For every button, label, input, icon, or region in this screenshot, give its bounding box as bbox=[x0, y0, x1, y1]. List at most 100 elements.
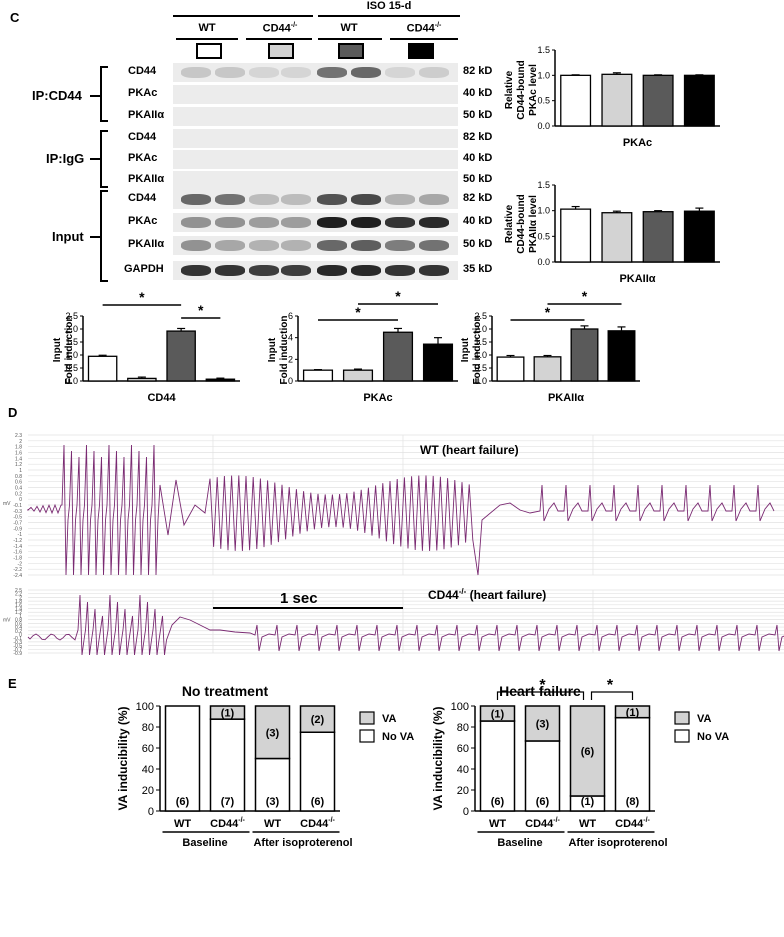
blot-strip bbox=[173, 213, 458, 232]
blot-band bbox=[351, 265, 381, 276]
y-tick-label-t1: 1 bbox=[19, 468, 22, 474]
blot-kd-5: 40 kD bbox=[463, 152, 493, 164]
chart-title-0: No treatment bbox=[182, 683, 269, 699]
lane-line-3 bbox=[318, 38, 382, 40]
y-tick-label-4: 1.0 bbox=[474, 350, 487, 360]
y-tick-label-1: 1.5 bbox=[537, 180, 550, 190]
blot-band bbox=[419, 67, 449, 78]
y-tick-label-t2: 0.6 bbox=[15, 621, 22, 627]
blot-band bbox=[215, 67, 245, 78]
y-tick-label-2: 0.5 bbox=[65, 363, 78, 373]
header-wt-1: WT bbox=[198, 22, 216, 34]
group-label-after-0: After isoproterenol bbox=[253, 837, 352, 849]
blot-band bbox=[249, 194, 279, 205]
blot-kd-9: 50 kD bbox=[463, 238, 493, 250]
y-tick-label-t1: -1.2 bbox=[13, 538, 22, 544]
blot-band bbox=[351, 240, 381, 251]
blot-band bbox=[385, 67, 415, 78]
legend-label-va-0: VA bbox=[382, 713, 397, 725]
bar-1-1 bbox=[601, 212, 633, 263]
count-va-1-3: (1) bbox=[626, 707, 640, 719]
y-tick-label-1: 1.0 bbox=[537, 206, 550, 216]
x-label-0: PKAc bbox=[623, 137, 652, 149]
sig-star-4-1: * bbox=[582, 288, 588, 304]
bar-4-1 bbox=[533, 356, 562, 382]
y-tick-label-t2: -0.9 bbox=[13, 651, 22, 655]
y-tick-label-0: 1.0 bbox=[537, 70, 550, 80]
trace1-label: WT (heart failure) bbox=[420, 443, 519, 457]
bar-1-3 bbox=[683, 210, 715, 263]
swatch-cd44-iso bbox=[408, 43, 434, 59]
blot-kd-1: 82 kD bbox=[463, 65, 493, 77]
count-nova-0-1: (7) bbox=[221, 796, 235, 808]
blot-band bbox=[385, 194, 415, 205]
ko-sup: -/- bbox=[238, 817, 245, 824]
y-tick-label-t1: 0 bbox=[19, 497, 22, 503]
ylabel-b-0: CD44-bound bbox=[516, 60, 527, 119]
x-label-1: PKAIIα bbox=[619, 273, 655, 285]
y-tick-label-t1: -0.9 bbox=[13, 526, 22, 532]
bar-1-0 bbox=[560, 208, 592, 263]
section-input: Input bbox=[52, 229, 84, 244]
blot-band bbox=[317, 67, 347, 78]
bracket-tick bbox=[90, 158, 102, 160]
bar-novA-0-3 bbox=[299, 731, 336, 812]
y-tick-label-4: 2.5 bbox=[474, 311, 487, 321]
count-nova-0-2: (3) bbox=[266, 796, 280, 808]
x-label-e-0-2: WT bbox=[264, 818, 281, 830]
y-tick-label-t1: -0.5 bbox=[13, 515, 22, 521]
blot-label-7: CD44 bbox=[128, 192, 157, 204]
header-cd44-2: CD44-/- bbox=[406, 22, 442, 35]
blot-label-3: PKAIIα bbox=[128, 109, 165, 121]
blot-kd-8: 40 kD bbox=[463, 215, 493, 227]
blot-band bbox=[281, 67, 311, 78]
blot-band bbox=[419, 217, 449, 228]
header-wt-2: WT bbox=[340, 22, 358, 34]
blot-band bbox=[351, 194, 381, 205]
blot-strip bbox=[173, 236, 458, 255]
y-tick-label-2: 0.0 bbox=[65, 376, 78, 386]
y-tick-label-t1: 1.2 bbox=[15, 462, 22, 468]
y-tick-label-2: 2.5 bbox=[65, 311, 78, 321]
y-tick-label-t2: 1.4 bbox=[15, 607, 22, 613]
count-va-0-2: (3) bbox=[266, 727, 280, 739]
panel-d-letter: D bbox=[8, 405, 18, 420]
y-tick-label-3: 2 bbox=[288, 354, 293, 364]
y-tick-label-t1: -1.4 bbox=[13, 544, 22, 550]
blot-label-1: CD44 bbox=[128, 65, 157, 77]
x-label-e-0-1: CD44-/- bbox=[210, 817, 245, 830]
y-tick-label-t1: -2 bbox=[18, 561, 23, 567]
blot-band bbox=[181, 265, 211, 276]
scale-label: 1 sec bbox=[280, 590, 318, 607]
count-va-1-0: (1) bbox=[491, 709, 505, 721]
count-nova-1-0: (6) bbox=[491, 796, 505, 808]
legend-swatch-nova-0 bbox=[359, 729, 375, 743]
legend-swatch-va-0 bbox=[359, 711, 375, 725]
group-line-control bbox=[173, 15, 313, 17]
legend-label-va-1: VA bbox=[697, 713, 712, 725]
blot-band bbox=[385, 240, 415, 251]
blot-band bbox=[249, 240, 279, 251]
y-tick-label-e-0: 100 bbox=[136, 701, 154, 713]
blot-band bbox=[215, 217, 245, 228]
bar-va-0-2 bbox=[254, 705, 291, 760]
x-label-e-1-3: CD44-/- bbox=[615, 817, 650, 830]
y-tick-label-t1: -1.6 bbox=[13, 550, 22, 556]
legend-swatch-va-1 bbox=[674, 711, 690, 725]
ylabel-a-1: Relative bbox=[504, 204, 515, 243]
y-tick-label-t1: 2.3 bbox=[15, 433, 22, 439]
y-tick-label-4: 0.5 bbox=[474, 363, 487, 373]
blot-strip bbox=[173, 129, 458, 148]
blot-band bbox=[419, 240, 449, 251]
blot-band bbox=[181, 194, 211, 205]
bar-3-0 bbox=[302, 369, 334, 382]
blot-kd-2: 40 kD bbox=[463, 87, 493, 99]
y-tick-label-2: 2.0 bbox=[65, 324, 78, 334]
x-label-e-1-2: WT bbox=[579, 818, 596, 830]
y-tick-label-t2: 0.8 bbox=[15, 618, 22, 624]
sig-star-3-0: * bbox=[355, 304, 361, 320]
iso-header: ISO 15-d bbox=[366, 0, 412, 12]
ylabel-fold-3: Fold induction bbox=[279, 316, 290, 385]
bar-novA-1-1 bbox=[524, 740, 561, 812]
